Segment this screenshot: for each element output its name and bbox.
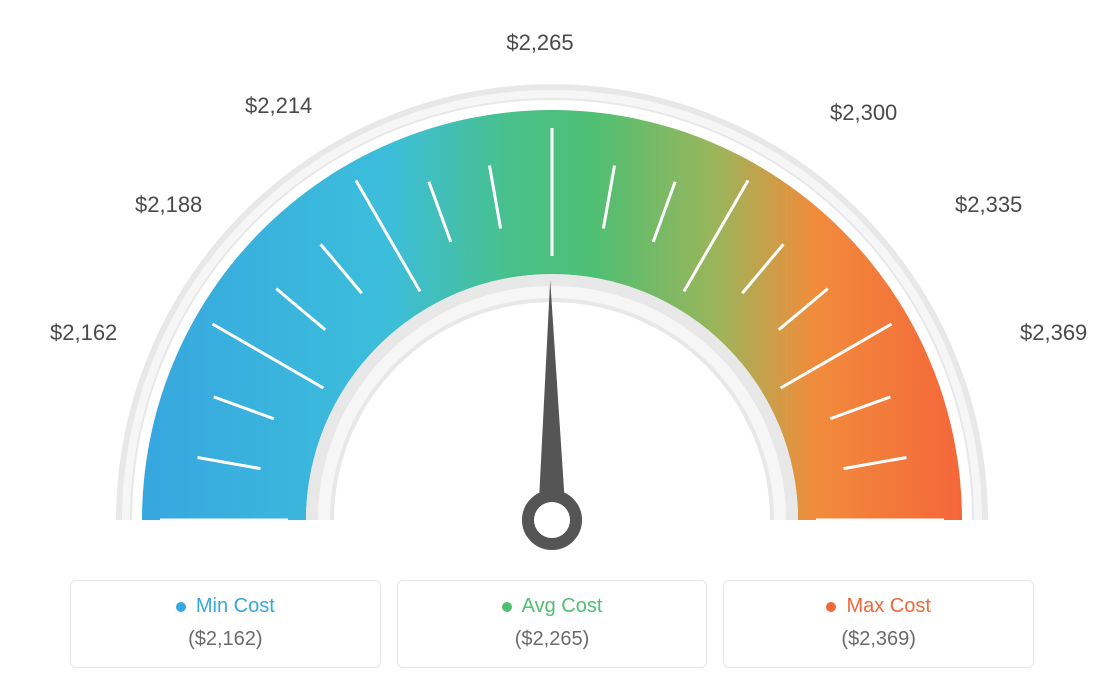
legend-card-avg: Avg Cost ($2,265): [397, 580, 708, 668]
legend-value-max: ($2,369): [744, 628, 1013, 651]
legend-title-avg: Avg Cost: [522, 595, 603, 618]
gauge-tick-label: $2,162: [50, 320, 117, 346]
legend-dot-avg: [502, 602, 512, 612]
gauge-tick-label: $2,265: [506, 30, 573, 56]
gauge-tick-label: $2,369: [1020, 320, 1087, 346]
gauge-chart-container: $2,162 $2,188 $2,214 $2,265 $2,300 $2,335 $2,3…: [0, 0, 1104, 690]
legend-title-max: Max Cost: [846, 595, 930, 618]
legend-card-max: Max Cost ($2,369): [723, 580, 1034, 668]
gauge-tick-label: $2,300: [830, 100, 897, 126]
legend-dot-min: [176, 602, 186, 612]
gauge-area: $2,162 $2,188 $2,214 $2,265 $2,300 $2,335 $2,3…: [20, 20, 1084, 560]
gauge-tick-label: $2,188: [135, 192, 202, 218]
legend-card-min: Min Cost ($2,162): [70, 580, 381, 668]
legend-title-min: Min Cost: [196, 595, 275, 618]
legend-value-avg: ($2,265): [418, 628, 687, 651]
gauge-svg: [20, 20, 1084, 560]
gauge-tick-label: $2,335: [955, 192, 1022, 218]
gauge-tick-label: $2,214: [245, 93, 312, 119]
legend-row: Min Cost ($2,162) Avg Cost ($2,265) Max …: [20, 580, 1084, 668]
legend-value-min: ($2,162): [91, 628, 360, 651]
legend-dot-max: [826, 602, 836, 612]
